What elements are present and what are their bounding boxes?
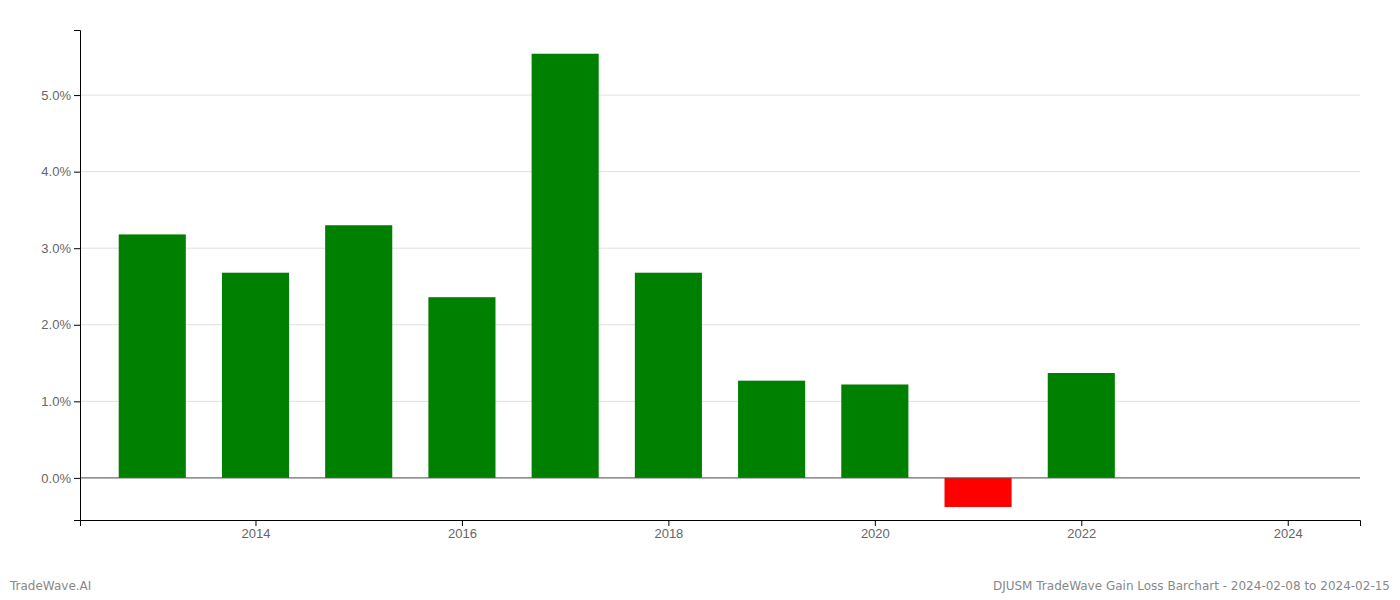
x-tick: 2016 bbox=[448, 520, 477, 541]
grid-line bbox=[80, 95, 1360, 96]
y-tick-mark bbox=[74, 325, 80, 326]
x-tick-label: 2014 bbox=[242, 526, 271, 541]
y-axis: 0.0% 1.0% 2.0% 3.0% 4.0% 5.0% bbox=[41, 31, 80, 521]
y-tick-mark bbox=[74, 401, 80, 402]
grid-line bbox=[80, 171, 1360, 172]
chart: 2014 2016 2018 2020 2022 2024 0.0% 1.0% 2.0% 3.0%… bbox=[0, 0, 1400, 600]
x-tick: 2022 bbox=[1067, 520, 1096, 541]
y-tick: 5.0% bbox=[41, 88, 80, 103]
y-tick-label: 0.0% bbox=[41, 471, 71, 486]
y-tick-mark bbox=[74, 248, 80, 249]
x-axis-line bbox=[81, 521, 1361, 527]
x-tick-label: 2020 bbox=[861, 526, 890, 541]
x-axis: 2014 2016 2018 2020 2022 2024 bbox=[81, 520, 1361, 541]
footer-left: TradeWave.AI bbox=[9, 579, 91, 593]
x-tick: 2018 bbox=[654, 520, 683, 541]
y-tick-label: 3.0% bbox=[41, 241, 71, 256]
y-tick: 1.0% bbox=[41, 394, 80, 409]
plot-area: 2014 2016 2018 2020 2022 2024 0.0% 1.0% 2.0% 3.0%… bbox=[41, 31, 1360, 542]
bar bbox=[222, 273, 289, 478]
y-tick: 4.0% bbox=[41, 164, 80, 179]
y-tick: 2.0% bbox=[41, 317, 80, 332]
x-tick-mark bbox=[1081, 520, 1082, 526]
x-tick-mark bbox=[668, 520, 669, 526]
x-tick: 2014 bbox=[242, 520, 271, 541]
bars bbox=[119, 54, 1115, 507]
grid bbox=[80, 95, 1360, 478]
x-tick-mark bbox=[875, 520, 876, 526]
y-tick: 3.0% bbox=[41, 241, 80, 256]
y-tick-label: 1.0% bbox=[41, 394, 71, 409]
x-tick: 2024 bbox=[1274, 520, 1303, 541]
x-tick-label: 2022 bbox=[1067, 526, 1096, 541]
bar bbox=[119, 234, 186, 477]
y-tick-mark bbox=[74, 172, 80, 173]
y-tick-label: 5.0% bbox=[41, 88, 71, 103]
x-tick-mark bbox=[255, 520, 256, 526]
grid-line bbox=[80, 477, 1360, 478]
y-tick-mark bbox=[74, 478, 80, 479]
bar bbox=[635, 273, 702, 478]
x-tick-mark bbox=[462, 520, 463, 526]
bar bbox=[532, 54, 599, 478]
bar bbox=[1048, 373, 1115, 478]
bar bbox=[738, 381, 805, 478]
zero-line bbox=[80, 477, 1360, 478]
bar bbox=[428, 297, 495, 478]
x-tick-label: 2024 bbox=[1274, 526, 1303, 541]
y-tick-label: 4.0% bbox=[41, 164, 71, 179]
bar bbox=[945, 478, 1012, 507]
grid-line bbox=[80, 248, 1360, 249]
y-tick-label: 2.0% bbox=[41, 317, 71, 332]
x-tick-label: 2018 bbox=[654, 526, 683, 541]
x-tick-mark bbox=[1288, 520, 1289, 526]
y-axis-line bbox=[74, 31, 81, 521]
footer-right: DJUSM TradeWave Gain Loss Barchart - 202… bbox=[993, 579, 1390, 593]
x-tick-label: 2016 bbox=[448, 526, 477, 541]
bar bbox=[841, 384, 908, 477]
y-tick-mark bbox=[74, 95, 80, 96]
y-tick: 0.0% bbox=[41, 471, 80, 486]
bar bbox=[325, 225, 392, 478]
x-tick: 2020 bbox=[861, 520, 890, 541]
